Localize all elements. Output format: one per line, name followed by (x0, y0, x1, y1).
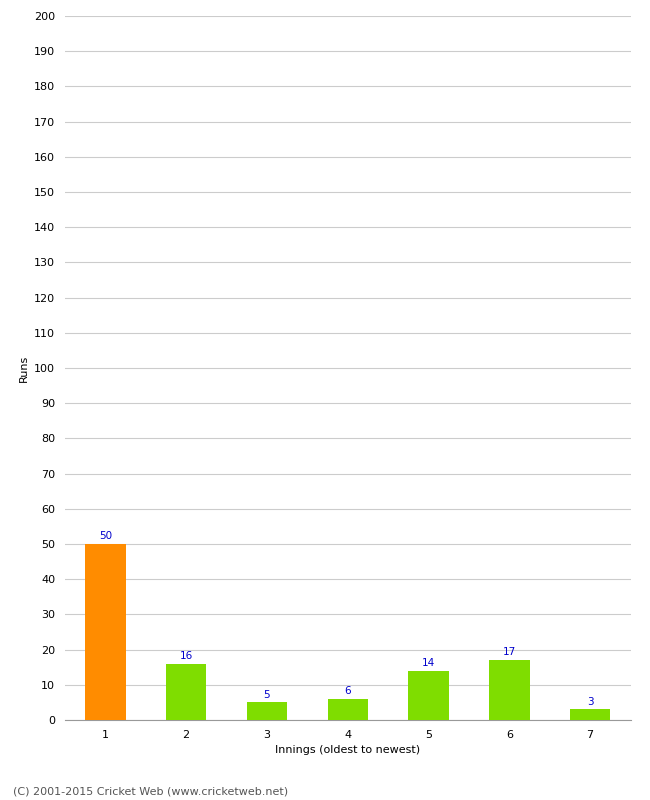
Text: 3: 3 (587, 697, 593, 706)
Text: 16: 16 (179, 651, 193, 661)
Bar (247, 702, 287, 720)
Text: 14: 14 (422, 658, 435, 668)
X-axis label: Innings (oldest to newest): Innings (oldest to newest) (275, 746, 421, 755)
Bar (328, 699, 368, 720)
Bar (166, 664, 207, 720)
Bar (570, 710, 610, 720)
Text: 6: 6 (344, 686, 351, 696)
Text: 17: 17 (502, 647, 516, 658)
Text: (C) 2001-2015 Cricket Web (www.cricketweb.net): (C) 2001-2015 Cricket Web (www.cricketwe… (13, 786, 288, 796)
Y-axis label: Runs: Runs (19, 354, 29, 382)
Text: 50: 50 (99, 531, 112, 541)
Bar (408, 670, 448, 720)
Bar (489, 660, 530, 720)
Bar (85, 544, 125, 720)
Text: 5: 5 (264, 690, 270, 699)
